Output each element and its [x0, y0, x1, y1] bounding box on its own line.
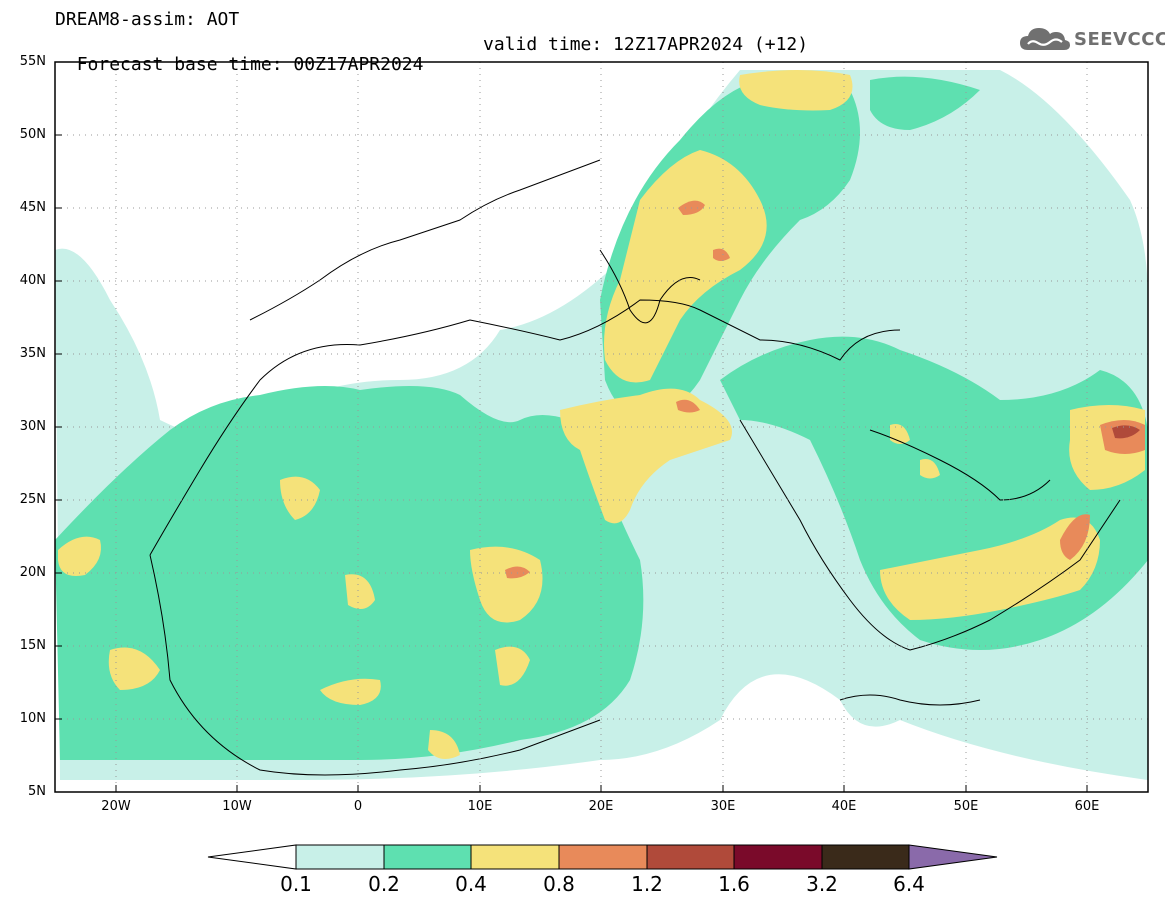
graticule — [55, 62, 1148, 792]
lat-label: 25N — [19, 492, 46, 507]
lat-label: 30N — [19, 419, 46, 434]
colorbar-label: 0.8 — [543, 872, 575, 896]
aot-level-1.2 — [1112, 425, 1140, 439]
cloud-icon — [1020, 28, 1070, 50]
lon-label: 30E — [710, 799, 736, 814]
colorbar-swatch-0.8 — [558, 844, 648, 870]
lat-label: 50N — [19, 127, 46, 142]
colorbar-swatch-above — [908, 844, 998, 870]
lon-label: 20E — [588, 799, 614, 814]
coastlines — [149, 159, 1121, 776]
lon-label: 50E — [953, 799, 979, 814]
lon-label: 60E — [1074, 799, 1100, 814]
lat-label: 45N — [19, 200, 46, 215]
colorbar-swatch-1.6 — [733, 844, 823, 870]
colorbar-swatch-0.2 — [383, 844, 472, 870]
aot-level-0.4 — [58, 70, 1145, 759]
lat-label: 15N — [19, 638, 46, 653]
forecast-time-line: Forecast base time: 00Z17APR2024 valid t… — [55, 35, 808, 95]
plot-title: DREAM8-assim: AOT — [55, 9, 240, 30]
colorbar-label: 0.4 — [455, 872, 487, 896]
lat-label: 35N — [19, 346, 46, 361]
lon-label: 10E — [467, 799, 493, 814]
colorbar-label: 6.4 — [893, 872, 925, 896]
valid-time: valid time: 12Z17APR2024 (+12) — [483, 34, 809, 55]
seevccc-logo: SEEVCCC — [1018, 22, 1165, 56]
colorbar-swatch-0.4 — [470, 844, 560, 870]
tick-marks — [55, 61, 1088, 793]
lat-label: 55N — [19, 54, 46, 69]
colorbar-label: 3.2 — [806, 872, 838, 896]
lon-label: 10W — [222, 799, 252, 814]
colorbar-swatch-below — [207, 844, 297, 870]
lon-label: 20W — [101, 799, 131, 814]
colorbar-label: 0.2 — [368, 872, 400, 896]
colorbar-label: 1.6 — [718, 872, 750, 896]
lon-label: 40E — [831, 799, 857, 814]
base-time: Forecast base time: 00Z17APR2024 — [76, 54, 424, 75]
colorbar-swatch-3.2 — [821, 844, 910, 870]
lat-label: 20N — [19, 565, 46, 580]
colorbar-label: 1.2 — [631, 872, 663, 896]
logo-text: SEEVCCC — [1074, 28, 1165, 50]
lat-label: 10N — [19, 711, 46, 726]
lat-label: 40N — [19, 273, 46, 288]
aot-field — [55, 70, 1148, 780]
colorbar-swatch-1.2 — [646, 844, 735, 870]
colorbar-swatch-0.1 — [295, 844, 385, 870]
colorbar-label: 0.1 — [280, 872, 312, 896]
lat-label: 5N — [28, 784, 46, 799]
colorbar — [207, 844, 998, 870]
lon-label: 0 — [353, 799, 363, 814]
